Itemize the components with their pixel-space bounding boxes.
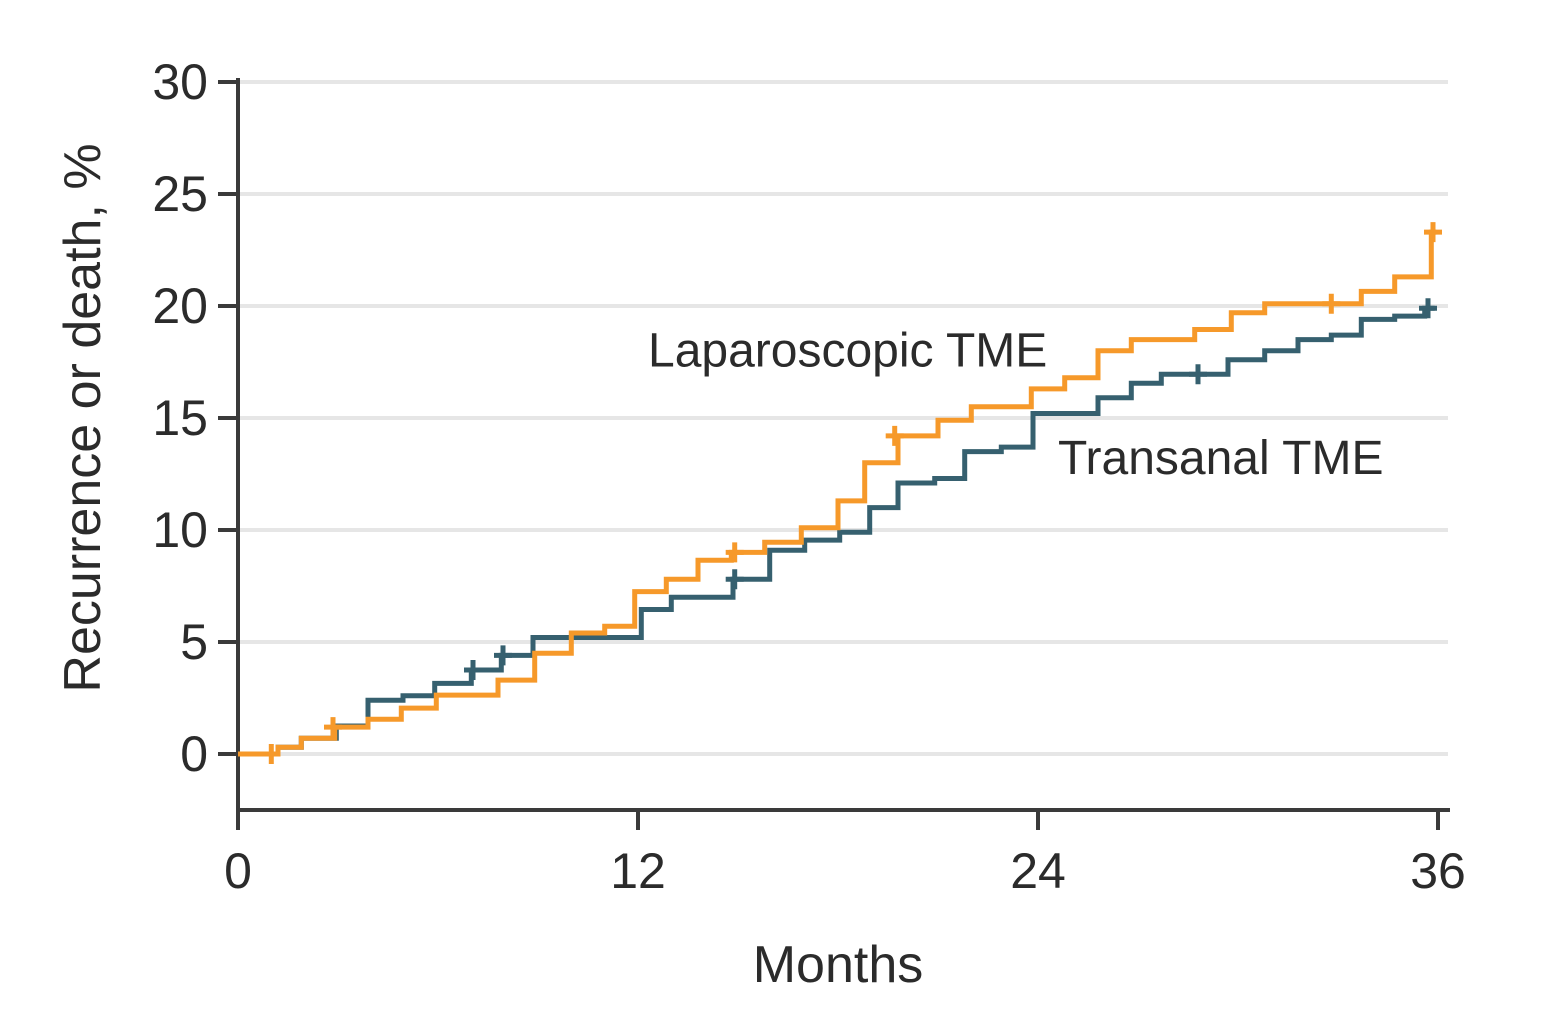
y-tick-label-5: 5 — [180, 614, 208, 670]
x-tick-label-24: 24 — [1010, 843, 1066, 899]
x-tick-label-12: 12 — [610, 843, 666, 899]
x-axis-title: Months — [753, 936, 924, 994]
y-axis-title: Recurrence or death, % — [54, 143, 112, 692]
series-laparoscopic-tme-line — [238, 229, 1437, 757]
y-tick-label-30: 30 — [152, 54, 208, 110]
x-axis: 0 12 24 36 Months — [224, 808, 1466, 994]
series-label-transanal-tme: Transanal TME — [1058, 432, 1383, 485]
y-tick-label-25: 25 — [152, 166, 208, 222]
y-tick-label-15: 15 — [152, 390, 208, 446]
x-tick-label-36: 36 — [1410, 843, 1466, 899]
y-axis: 0 5 10 15 20 25 30 Recurrence or death, % — [54, 54, 240, 810]
y-tick-label-20: 20 — [152, 278, 208, 334]
x-tick-label-0: 0 — [224, 843, 252, 899]
gridlines — [238, 80, 1448, 756]
y-tick-label-10: 10 — [152, 502, 208, 558]
series-laparoscopic-tme — [238, 222, 1442, 764]
series-label-laparoscopic-tme: Laparoscopic TME — [648, 324, 1047, 377]
y-tick-label-0: 0 — [180, 726, 208, 782]
series-transanal-tme — [238, 298, 1437, 757]
series-annotations: Laparoscopic TME Transanal TME — [648, 324, 1383, 485]
series-laparoscopic-tme-censor-marks — [262, 222, 1442, 764]
series-transanal-tme-line — [238, 305, 1435, 757]
series-transanal-tme-censor-marks — [464, 298, 1437, 680]
